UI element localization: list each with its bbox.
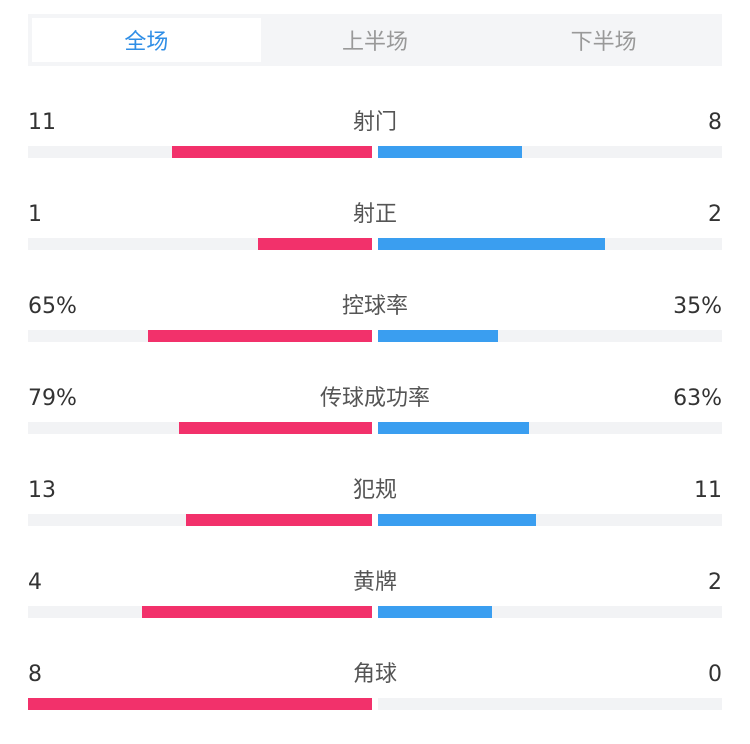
home-track <box>28 146 372 158</box>
home-bar <box>28 698 372 710</box>
home-track <box>28 514 372 526</box>
home-value: 4 <box>28 570 42 595</box>
home-track <box>28 606 372 618</box>
away-track <box>378 330 722 342</box>
stat-row-possession: 65% 控球率 35% <box>28 292 722 362</box>
stat-label: 射门 <box>352 110 397 135</box>
home-bar <box>141 606 372 618</box>
period-tabs: 全场 上半场 下半场 <box>28 14 722 66</box>
stat-row-fouls: 13 犯规 11 <box>28 476 722 546</box>
away-value: 35% <box>673 294 722 319</box>
home-bar <box>186 514 372 526</box>
stat-label: 射正 <box>352 202 397 227</box>
home-value: 13 <box>28 478 56 503</box>
away-bar <box>378 514 537 526</box>
home-value: 11 <box>28 110 56 135</box>
home-bar <box>179 422 372 434</box>
tab-full-match[interactable]: 全场 <box>32 18 261 62</box>
away-bar <box>378 146 523 158</box>
stat-row-pass-accuracy: 79% 传球成功率 63% <box>28 384 722 454</box>
stat-label: 黄牌 <box>352 570 397 595</box>
tab-second-half[interactable]: 下半场 <box>570 30 637 55</box>
stat-row-shots: 11 射门 8 <box>28 108 722 178</box>
home-value: 8 <box>28 662 42 687</box>
away-value: 11 <box>694 478 722 503</box>
home-track <box>28 238 372 250</box>
home-value: 65% <box>28 294 77 319</box>
home-bar <box>258 238 372 250</box>
tab-first-half[interactable]: 上半场 <box>342 30 409 55</box>
away-value: 0 <box>708 662 722 687</box>
stat-label: 犯规 <box>352 478 397 503</box>
home-track <box>28 698 372 710</box>
stat-label: 控球率 <box>341 294 408 319</box>
away-track <box>378 238 722 250</box>
away-track <box>378 422 722 434</box>
away-value: 2 <box>708 202 722 227</box>
away-bar <box>378 330 499 342</box>
stat-label: 角球 <box>352 662 397 687</box>
away-value: 63% <box>673 386 722 411</box>
away-track <box>378 698 722 710</box>
away-value: 8 <box>708 110 722 135</box>
home-value: 1 <box>28 202 42 227</box>
away-bar <box>378 422 530 434</box>
stat-row-yellow-cards: 4 黄牌 2 <box>28 568 722 638</box>
away-track <box>378 606 722 618</box>
stat-label: 传球成功率 <box>319 386 430 411</box>
away-bar <box>378 606 492 618</box>
away-value: 2 <box>708 570 722 595</box>
away-track <box>378 514 722 526</box>
stat-row-corners: 8 角球 0 <box>28 660 722 730</box>
home-bar <box>148 330 372 342</box>
away-bar <box>378 238 606 250</box>
away-track <box>378 146 722 158</box>
stat-row-shots-on-target: 1 射正 2 <box>28 200 722 270</box>
home-track <box>28 330 372 342</box>
home-track <box>28 422 372 434</box>
home-value: 79% <box>28 386 77 411</box>
home-bar <box>172 146 372 158</box>
